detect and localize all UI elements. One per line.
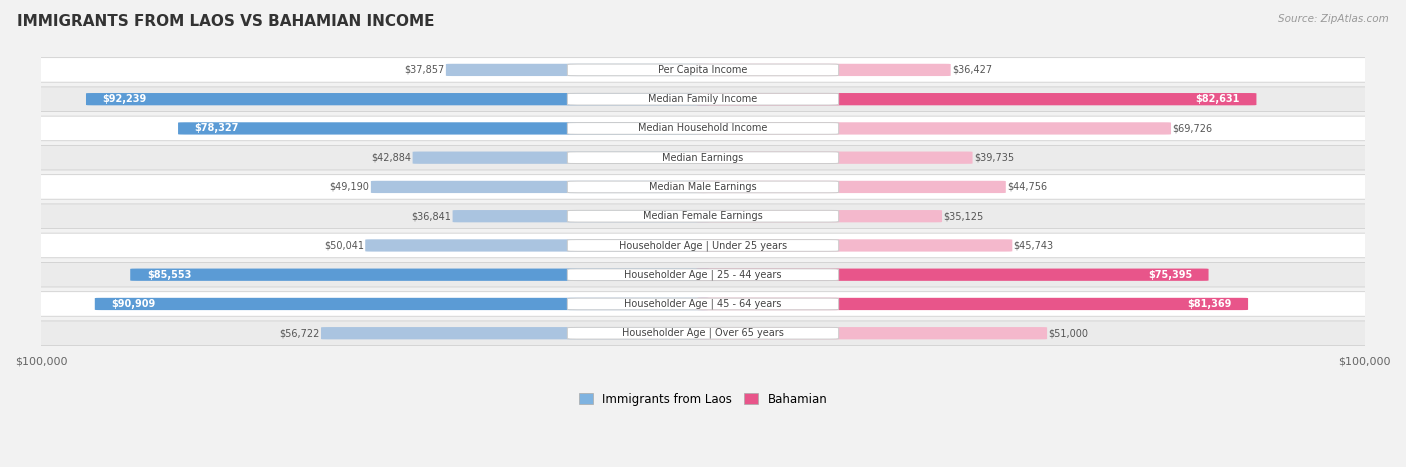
Text: $82,631: $82,631 [1195, 94, 1240, 104]
Text: $75,395: $75,395 [1147, 270, 1192, 280]
FancyBboxPatch shape [1, 292, 1405, 316]
FancyBboxPatch shape [568, 152, 838, 163]
Text: IMMIGRANTS FROM LAOS VS BAHAMIAN INCOME: IMMIGRANTS FROM LAOS VS BAHAMIAN INCOME [17, 14, 434, 29]
FancyBboxPatch shape [568, 210, 838, 222]
Text: $37,857: $37,857 [405, 65, 444, 75]
Text: Householder Age | Under 25 years: Householder Age | Under 25 years [619, 240, 787, 251]
FancyBboxPatch shape [321, 327, 710, 340]
FancyBboxPatch shape [412, 151, 710, 164]
FancyBboxPatch shape [1, 204, 1405, 228]
FancyBboxPatch shape [1, 233, 1405, 258]
Text: $42,884: $42,884 [371, 153, 412, 163]
FancyBboxPatch shape [86, 93, 710, 106]
FancyBboxPatch shape [568, 327, 838, 339]
FancyBboxPatch shape [179, 122, 710, 134]
FancyBboxPatch shape [696, 327, 1047, 340]
FancyBboxPatch shape [1, 175, 1405, 199]
Text: $50,041: $50,041 [323, 241, 364, 250]
FancyBboxPatch shape [696, 269, 1209, 281]
FancyBboxPatch shape [366, 239, 710, 252]
FancyBboxPatch shape [696, 210, 942, 222]
Text: $85,553: $85,553 [146, 270, 191, 280]
Text: $81,369: $81,369 [1187, 299, 1232, 309]
Text: Median Earnings: Median Earnings [662, 153, 744, 163]
FancyBboxPatch shape [1, 87, 1405, 112]
FancyBboxPatch shape [568, 64, 838, 76]
Text: $78,327: $78,327 [194, 123, 239, 134]
FancyBboxPatch shape [453, 210, 710, 222]
FancyBboxPatch shape [696, 181, 1005, 193]
FancyBboxPatch shape [696, 151, 973, 164]
FancyBboxPatch shape [696, 93, 1257, 106]
Text: $36,427: $36,427 [952, 65, 993, 75]
Text: Median Male Earnings: Median Male Earnings [650, 182, 756, 192]
FancyBboxPatch shape [568, 298, 838, 310]
FancyBboxPatch shape [568, 93, 838, 105]
Text: $92,239: $92,239 [103, 94, 146, 104]
Text: Householder Age | 45 - 64 years: Householder Age | 45 - 64 years [624, 299, 782, 309]
Text: Median Household Income: Median Household Income [638, 123, 768, 134]
FancyBboxPatch shape [1, 145, 1405, 170]
Text: $56,722: $56,722 [280, 328, 319, 338]
FancyBboxPatch shape [696, 239, 1012, 252]
Text: Source: ZipAtlas.com: Source: ZipAtlas.com [1278, 14, 1389, 24]
FancyBboxPatch shape [568, 122, 838, 134]
Text: Householder Age | Over 65 years: Householder Age | Over 65 years [621, 328, 785, 339]
Text: $45,743: $45,743 [1014, 241, 1053, 250]
FancyBboxPatch shape [696, 122, 1171, 134]
Legend: Immigrants from Laos, Bahamian: Immigrants from Laos, Bahamian [574, 388, 832, 410]
FancyBboxPatch shape [94, 298, 710, 310]
FancyBboxPatch shape [696, 64, 950, 76]
FancyBboxPatch shape [371, 181, 710, 193]
Text: Per Capita Income: Per Capita Income [658, 65, 748, 75]
FancyBboxPatch shape [1, 262, 1405, 287]
FancyBboxPatch shape [568, 181, 838, 193]
FancyBboxPatch shape [1, 57, 1405, 82]
Text: Median Female Earnings: Median Female Earnings [643, 211, 763, 221]
FancyBboxPatch shape [1, 321, 1405, 346]
FancyBboxPatch shape [446, 64, 710, 76]
FancyBboxPatch shape [1, 116, 1405, 141]
Text: $51,000: $51,000 [1049, 328, 1088, 338]
Text: $36,841: $36,841 [412, 211, 451, 221]
FancyBboxPatch shape [568, 240, 838, 251]
Text: $44,756: $44,756 [1007, 182, 1047, 192]
Text: $35,125: $35,125 [943, 211, 984, 221]
FancyBboxPatch shape [131, 269, 710, 281]
Text: Householder Age | 25 - 44 years: Householder Age | 25 - 44 years [624, 269, 782, 280]
Text: $69,726: $69,726 [1173, 123, 1212, 134]
FancyBboxPatch shape [568, 269, 838, 281]
Text: $49,190: $49,190 [329, 182, 370, 192]
FancyBboxPatch shape [696, 298, 1249, 310]
Text: Median Family Income: Median Family Income [648, 94, 758, 104]
Text: $39,735: $39,735 [974, 153, 1014, 163]
Text: $90,909: $90,909 [111, 299, 156, 309]
